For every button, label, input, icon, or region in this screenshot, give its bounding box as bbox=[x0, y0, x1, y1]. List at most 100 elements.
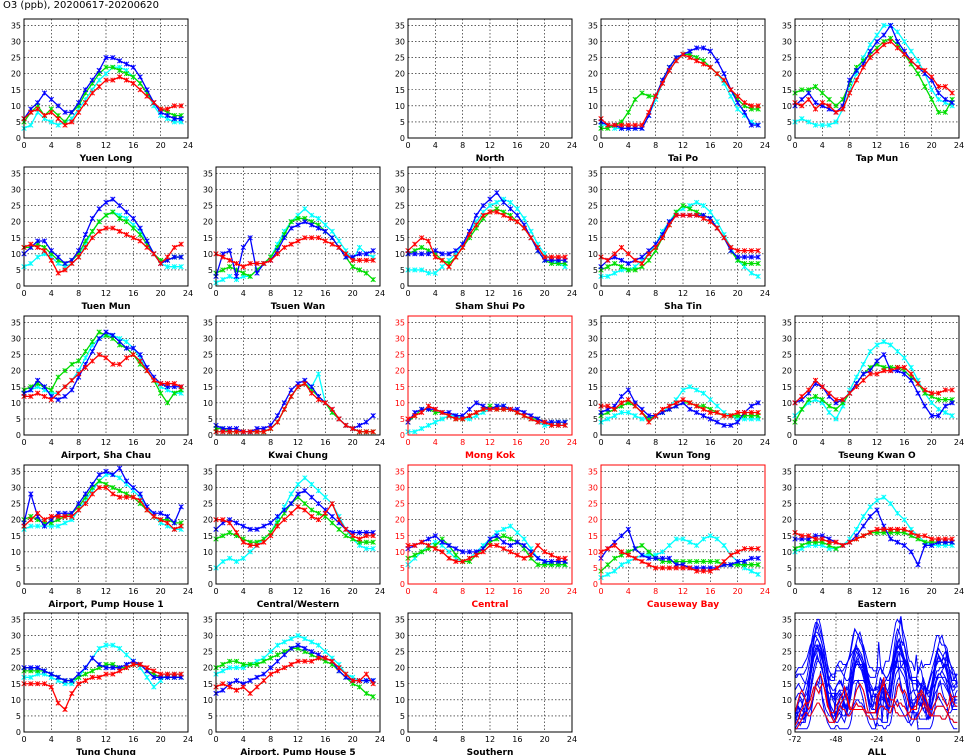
y-tick-label: 10 bbox=[782, 548, 792, 557]
data-point bbox=[55, 374, 61, 380]
panel-frame bbox=[23, 464, 189, 585]
data-point bbox=[625, 260, 631, 267]
data-point bbox=[735, 254, 741, 260]
x-tick-label: 16 bbox=[512, 141, 522, 150]
x-tick-label: 20 bbox=[540, 587, 550, 596]
x-tick-label: 16 bbox=[705, 587, 715, 596]
data-point bbox=[453, 552, 459, 558]
y-tick-label: 5 bbox=[400, 712, 405, 721]
data-point bbox=[103, 225, 109, 231]
series-line bbox=[24, 657, 182, 682]
data-point bbox=[233, 260, 240, 267]
data-point bbox=[707, 219, 713, 225]
data-point bbox=[542, 558, 548, 565]
x-tick-label: 12 bbox=[293, 587, 303, 596]
data-point bbox=[281, 507, 287, 513]
data-point bbox=[274, 251, 281, 257]
data-point bbox=[908, 529, 914, 536]
data-point bbox=[618, 562, 625, 568]
data-point bbox=[110, 77, 116, 83]
data-point bbox=[528, 416, 534, 422]
data-point bbox=[929, 542, 935, 549]
data-point bbox=[343, 526, 349, 532]
data-point bbox=[653, 555, 659, 561]
data-point bbox=[487, 209, 493, 215]
data-point bbox=[935, 406, 942, 412]
data-point bbox=[687, 558, 693, 565]
data-point bbox=[110, 361, 116, 367]
x-tick-label: 24 bbox=[567, 735, 577, 744]
data-point bbox=[735, 247, 741, 254]
x-tick-label: 16 bbox=[705, 141, 715, 150]
data-point bbox=[110, 665, 116, 671]
data-point bbox=[535, 542, 541, 549]
y-tick-label: 35 bbox=[782, 467, 792, 476]
data-point bbox=[62, 677, 68, 684]
data-point bbox=[799, 533, 805, 539]
data-point bbox=[178, 241, 184, 247]
data-point bbox=[227, 684, 233, 690]
series-line bbox=[215, 220, 374, 277]
data-point bbox=[96, 329, 102, 335]
data-point bbox=[28, 491, 34, 497]
data-point bbox=[55, 523, 61, 529]
data-point bbox=[755, 571, 761, 578]
y-tick-label: 10 bbox=[11, 399, 21, 408]
y-tick-label: 5 bbox=[400, 266, 405, 275]
data-point bbox=[130, 351, 136, 358]
panel-title: ALL bbox=[868, 748, 887, 755]
data-point bbox=[659, 565, 666, 571]
data-point bbox=[741, 409, 748, 416]
panel-title: Airport, Pump House 1 bbox=[48, 600, 163, 610]
y-tick-label: 35 bbox=[588, 318, 598, 327]
data-point bbox=[748, 409, 754, 416]
data-point bbox=[240, 539, 246, 545]
data-point bbox=[819, 536, 825, 542]
x-tick-label: 4 bbox=[241, 587, 246, 596]
y-tick-label: 5 bbox=[208, 564, 213, 573]
data-point bbox=[799, 542, 805, 549]
data-point bbox=[254, 674, 260, 680]
data-point bbox=[315, 215, 322, 222]
y-tick-label: 10 bbox=[588, 102, 598, 111]
data-point bbox=[728, 93, 734, 99]
data-point bbox=[302, 645, 308, 652]
data-point bbox=[473, 400, 479, 406]
data-point bbox=[281, 517, 287, 523]
panel-tsuen-wan: 0 5 10 15 20 25 30 35 0 4 8 12 16 20 24 Tsuen Wan bbox=[203, 166, 385, 312]
y-tick-label: 15 bbox=[782, 532, 792, 541]
data-point bbox=[123, 652, 130, 658]
data-point bbox=[915, 380, 921, 387]
data-point bbox=[826, 122, 832, 128]
data-point bbox=[473, 212, 479, 218]
y-tick-label: 5 bbox=[787, 118, 792, 127]
data-point bbox=[144, 244, 150, 251]
data-point bbox=[281, 235, 287, 241]
data-point bbox=[315, 235, 322, 241]
data-point bbox=[439, 257, 445, 263]
panel-tap-mun: 0 5 10 15 20 25 30 35 0 4 8 12 16 20 24 Tap Mun bbox=[782, 18, 964, 164]
data-point bbox=[268, 655, 274, 661]
data-point bbox=[605, 571, 611, 578]
x-tick-label: 0 bbox=[405, 141, 410, 150]
data-point bbox=[728, 244, 734, 251]
data-point bbox=[605, 273, 611, 280]
data-point bbox=[247, 542, 253, 549]
data-point bbox=[356, 536, 363, 542]
data-point bbox=[942, 536, 948, 542]
data-point bbox=[542, 419, 548, 425]
data-point bbox=[929, 536, 935, 542]
data-point bbox=[309, 235, 315, 241]
data-point bbox=[247, 690, 253, 697]
x-tick-label: 24 bbox=[567, 141, 577, 150]
data-point bbox=[714, 409, 720, 416]
panel-airport-pump-house-1: 0 5 10 15 20 25 30 35 0 4 8 12 16 20 24 Airport, Pump H… bbox=[11, 464, 193, 610]
data-point bbox=[694, 199, 700, 206]
y-tick-label: 20 bbox=[395, 516, 405, 525]
y-tick-label: 5 bbox=[593, 564, 598, 573]
data-point bbox=[69, 109, 75, 115]
data-point bbox=[322, 222, 328, 228]
data-point bbox=[117, 215, 123, 222]
data-point bbox=[103, 468, 109, 475]
